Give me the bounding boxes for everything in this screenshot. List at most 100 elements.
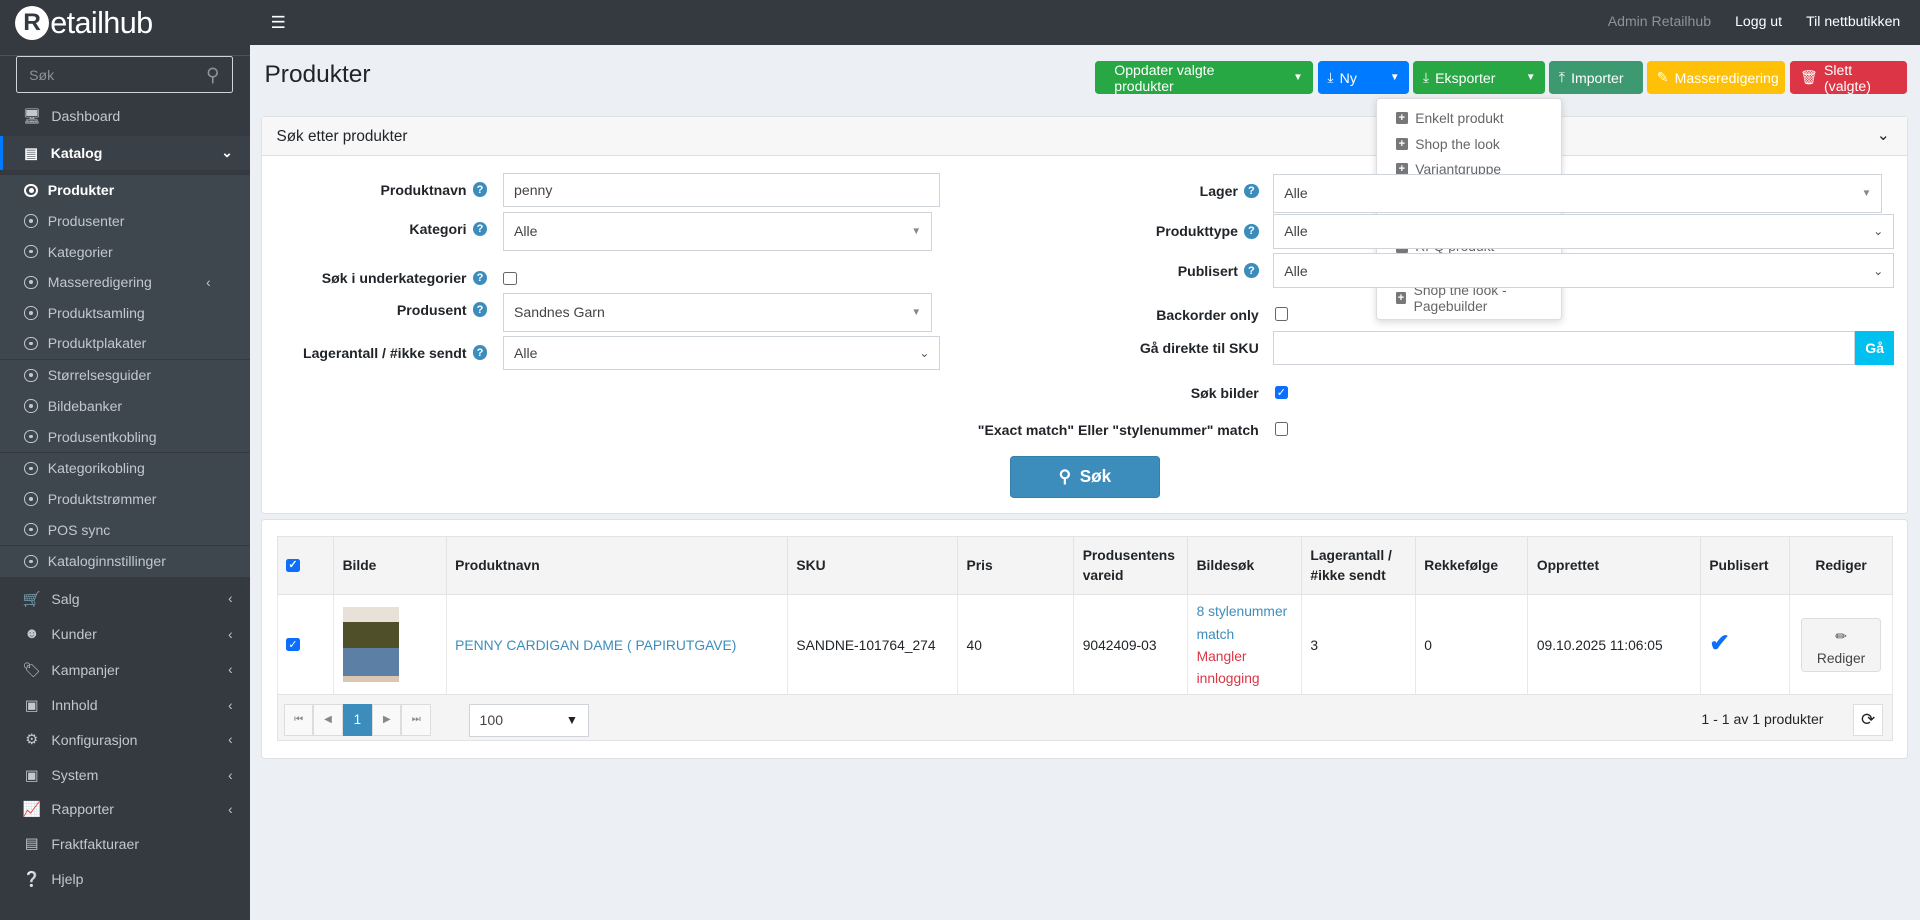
sidebar-subitem-4[interactable]: Produktsamling — [0, 297, 250, 329]
sidebar-subitem-3[interactable]: Masseredigering ‹ — [0, 266, 250, 298]
help-icon[interactable]: ? — [1244, 263, 1259, 278]
field-right-2[interactable]: Alle ⌄ — [1273, 253, 1895, 288]
chevron-down-icon[interactable]: ⌄ — [1876, 126, 1890, 144]
checkbox-right-6[interactable] — [1274, 422, 1289, 436]
page-size-select[interactable]: 100 ▼ — [468, 703, 589, 737]
label-right-0: Lager? — [931, 174, 1259, 208]
search-icon[interactable]: ⚲ — [205, 63, 220, 85]
product-name-link[interactable]: PENNY CARDIGAN DAME ( PAPIRUTGAVE) — [455, 636, 737, 653]
hamburger-menu-icon[interactable]: ☰ — [270, 12, 286, 33]
sidebar-subitem-10[interactable]: Produktstrømmer — [0, 483, 250, 515]
sidebar-item-rapporter[interactable]: 📈 Rapporter ‹ — [22, 801, 233, 819]
mass-edit-button[interactable]: ✎ Masseredigering — [1646, 61, 1786, 95]
help-icon[interactable]: ? — [472, 270, 488, 286]
refresh-icon[interactable]: ⟳ — [1852, 703, 1884, 736]
update-selected-button[interactable]: Oppdater valgte produkter ▼ — [1094, 61, 1313, 95]
row-checkbox[interactable]: ✓ — [286, 637, 300, 652]
page-1-button[interactable]: 1 — [342, 703, 372, 736]
sidebar-subitem-11[interactable]: POS sync — [0, 514, 250, 545]
sidebar-item-kunder[interactable]: ☻ Kunder ‹ — [0, 618, 250, 650]
column-header-4[interactable]: Produsentens vareid — [1073, 536, 1188, 595]
import-button[interactable]: ⤒ Importer — [1548, 61, 1644, 95]
column-header-2[interactable]: SKU — [786, 536, 958, 595]
circle-icon — [24, 461, 38, 476]
sidebar-item-system[interactable]: ▣ System ‹ — [0, 759, 250, 791]
sidebar-item-katalog[interactable]: ▤ Katalog ⌄ — [0, 135, 250, 171]
delete-selected-button[interactable]: 🗑 Slett (valgte) — [1790, 61, 1907, 95]
first-page-button[interactable]: ⏮ — [283, 703, 314, 736]
sidebar-item-salg[interactable]: 🛒 Salg ‹ — [22, 590, 233, 608]
help-icon[interactable]: ? — [1244, 183, 1259, 199]
new-button[interactable]: ⤓ Ny ▼ — [1317, 61, 1410, 95]
column-header-0[interactable]: Bilde — [333, 536, 447, 595]
go-to-sku-button[interactable]: Gå — [1855, 330, 1895, 365]
field-left-3[interactable]: Sandnes Garn ▼ — [503, 292, 932, 332]
user-icon: ☻ — [24, 626, 40, 643]
sidebar-subitem-7[interactable]: Bildebanker — [0, 390, 250, 422]
subcategory-checkbox[interactable] — [503, 271, 517, 286]
sidebar-item-innhold[interactable]: ▣ Innhold ‹ — [0, 689, 250, 721]
checkbox-right-5[interactable]: ✓ — [1274, 385, 1289, 400]
column-header-7[interactable]: Rekkefølge — [1414, 536, 1529, 595]
select-all-checkbox[interactable]: ✓ — [286, 559, 300, 573]
store-link[interactable]: Til nettbutikken — [1806, 13, 1901, 30]
logout-link[interactable]: Logg ut — [1735, 13, 1783, 30]
help-icon[interactable]: ? — [1244, 224, 1259, 239]
column-header-5[interactable]: Bildesøk — [1187, 536, 1302, 595]
sku-input[interactable] — [1273, 330, 1856, 365]
field-left-1[interactable]: Alle ▼ — [503, 211, 932, 251]
column-header-6[interactable]: Lagerantall / #ikke sendt — [1300, 536, 1416, 595]
sidebar-search-input[interactable]: Søk ⚲ — [15, 56, 233, 94]
caret-down-icon[interactable]: ▼ — [1525, 72, 1536, 84]
edit-button[interactable]: ✏ Rediger — [1801, 617, 1881, 672]
sidebar-subitem-1[interactable]: Produsenter — [0, 205, 250, 237]
sidebar-subitem-0[interactable]: Produkter — [0, 175, 250, 206]
last-page-button[interactable]: ⏭ — [401, 703, 431, 736]
help-icon[interactable]: ? — [472, 345, 488, 360]
search-card-header[interactable]: Søk etter produkter ⌄ — [261, 117, 1907, 157]
column-header-9[interactable]: Publisert — [1699, 536, 1791, 595]
label-right-2: Publisert? — [931, 253, 1259, 287]
sidebar-item-hjelp[interactable]: ❔ Hjelp — [22, 871, 84, 889]
sidebar-subitem-9[interactable]: Kategorikobling — [0, 453, 250, 484]
menu-item-1[interactable]: + Shop the look — [1377, 131, 1561, 157]
sidebar-subitem-12[interactable]: Kataloginnstillinger — [0, 546, 250, 577]
sidebar-item-kampanjer[interactable]: 🏷 Kampanjer ‹ — [22, 661, 233, 679]
box-icon: ▣ — [24, 767, 39, 784]
image-match-link[interactable]: 8 stylenummer match — [1196, 603, 1288, 642]
admin-link[interactable]: Admin Retailhub — [1607, 13, 1712, 30]
next-page-button[interactable]: ▶ — [372, 703, 402, 736]
column-header-1[interactable]: Produktnavn — [445, 536, 788, 595]
checkbox-right-3[interactable] — [1274, 307, 1289, 321]
field-right-1[interactable]: Alle ⌄ — [1273, 214, 1895, 249]
chevron-left-icon: ‹ — [228, 697, 233, 713]
search-submit-button[interactable]: ⚲ Søk — [1010, 455, 1160, 499]
help-icon[interactable]: ? — [472, 302, 488, 318]
column-header-10[interactable]: Rediger — [1789, 536, 1894, 595]
column-header-3[interactable]: Pris — [956, 536, 1075, 595]
export-button[interactable]: ⤓ Eksporter ▼ — [1413, 61, 1546, 95]
sidebar-subitem-2[interactable]: Kategorier — [0, 236, 250, 267]
column-header-8[interactable]: Opprettet — [1527, 536, 1701, 595]
menu-item-7[interactable]: + Shop the look - Pagebuilder — [1377, 282, 1561, 314]
sidebar-item-konfigurasjon[interactable]: ⚙ Konfigurasjon ‹ — [0, 724, 250, 756]
sidebar-subitem-6[interactable]: Størrelsesguider — [0, 360, 250, 391]
caret-down-icon[interactable]: ▼ — [1389, 72, 1400, 84]
prev-page-button[interactable]: ◀ — [313, 703, 343, 736]
plus-square-icon: + — [1395, 111, 1408, 125]
menu-item-0[interactable]: + Enkelt produkt — [1377, 105, 1561, 131]
help-icon[interactable]: ? — [472, 182, 488, 198]
help-icon[interactable]: ? — [472, 221, 488, 237]
product-thumbnail[interactable] — [342, 607, 399, 682]
sidebar-item-dashboard[interactable]: 🖥 Dashboard — [22, 108, 121, 126]
field-left-4[interactable]: Alle ⌄ — [503, 335, 941, 370]
sidebar-subitem-8[interactable]: Produsentkobling — [0, 421, 250, 452]
tags-icon: 🏷 — [22, 662, 42, 679]
sidebar-item-fraktfakturaer[interactable]: ▤ Fraktfakturaer — [0, 828, 250, 860]
field-left-0[interactable]: penny — [503, 172, 941, 207]
menu-item-2[interactable]: + Variantgruppe — [1377, 156, 1561, 182]
field-right-0[interactable]: Alle ▼ — [1273, 173, 1883, 214]
sidebar-subitem-5[interactable]: Produktplakater — [0, 328, 250, 359]
caret-down-icon[interactable]: ▼ — [1293, 72, 1303, 84]
